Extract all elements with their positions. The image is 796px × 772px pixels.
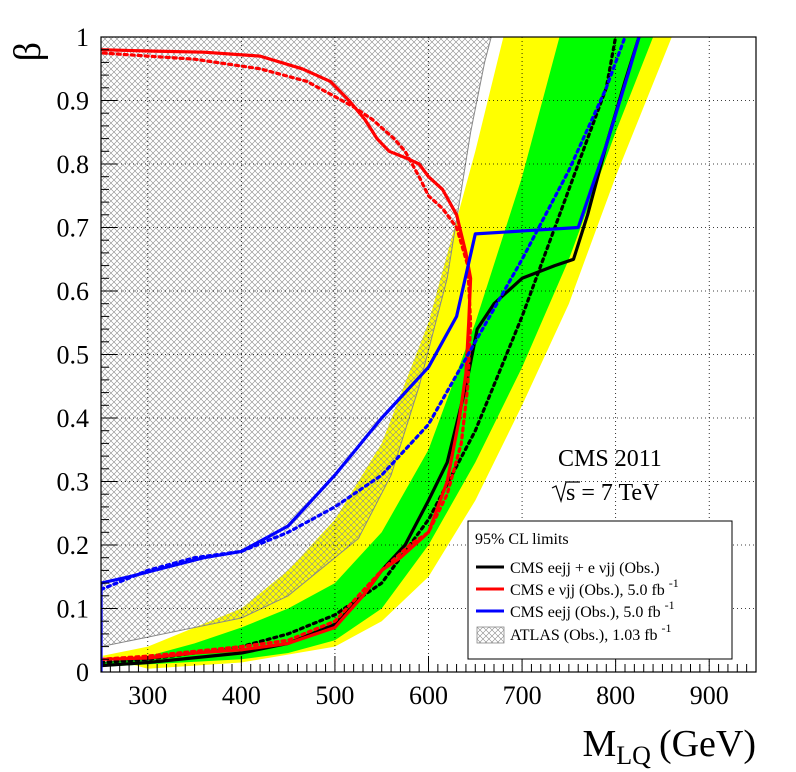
x-axis-title: MLQ (GeV): [582, 723, 756, 770]
legend-header: 95% CL limits: [475, 531, 569, 548]
legend-label-enujj: CMS e νjj (Obs.), 5.0 fb -1: [510, 576, 679, 599]
band-one-sigma: [101, 37, 654, 667]
y-tick-label: 0.1: [57, 595, 90, 624]
series-line-3: [101, 51, 473, 661]
legend-label-enujj-sup: -1: [669, 576, 679, 590]
legend-label-enujj-text: CMS e νjj (Obs.), 5.0 fb: [510, 582, 665, 599]
energy-label-value: = 7 TeV: [575, 480, 660, 506]
atlas-boundary-line: [101, 37, 492, 648]
y-tick-label: 0.2: [57, 531, 90, 560]
x-tick-label: 900: [690, 681, 729, 710]
expected-bands: [101, 37, 672, 669]
legend-box: [467, 520, 733, 660]
series-line-4: [101, 37, 641, 672]
legend-label-atlas: ATLAS (Obs.), 1.03 fb -1: [510, 621, 672, 644]
y-tick-label: 0.9: [57, 87, 90, 116]
legend: 95% CL limits CMS eejj + e νjj (Obs.) CM…: [467, 520, 733, 660]
x-axis-title-unit: (GeV): [659, 723, 756, 765]
limit-curves: [101, 37, 641, 672]
y-tick-label: 0: [76, 658, 89, 687]
legend-label-atlas-text: ATLAS (Obs.), 1.03 fb: [510, 627, 658, 644]
series-line-2: [101, 48, 473, 661]
y-tick-label: 1: [76, 23, 89, 52]
sqrt-symbol: [551, 481, 580, 504]
legend-label-eejj-text: CMS eejj (Obs.), 5.0 fb: [510, 604, 661, 621]
legend-label-eejj: CMS eejj (Obs.), 5.0 fb -1: [510, 598, 675, 621]
legend-label-combined: CMS eejj + e νjj (Obs.): [510, 560, 660, 577]
y-tick-label: 0.8: [57, 150, 90, 179]
energy-label: s = 7 TeV: [551, 480, 660, 506]
y-axis-title: β: [7, 42, 49, 61]
x-tick-label: 800: [596, 681, 635, 710]
axis-ticks: 300 400 500 600 700 800 900 0 0.1 0.2 0.3 0.4 0.5 0.6…: [57, 23, 757, 710]
x-tick-label: 300: [128, 681, 167, 710]
y-tick-label: 0.6: [57, 277, 90, 306]
y-tick-label: 0.4: [57, 404, 90, 433]
x-axis-title-main: M: [582, 723, 616, 765]
x-tick-label: 700: [503, 681, 542, 710]
cms-label: CMS 2011: [558, 446, 662, 472]
atlas-hatch-fill: [101, 37, 492, 647]
legend-swatch-atlas: [476, 626, 505, 644]
y-tick-label: 0.5: [57, 341, 90, 370]
legend-label-eejj-sup: -1: [665, 598, 675, 612]
series-line-5: [101, 37, 627, 592]
x-tick-label: 600: [409, 681, 448, 710]
y-tick-label: 0.7: [57, 214, 90, 243]
legend-label-atlas-sup: -1: [662, 621, 672, 635]
energy-label-s: s: [566, 480, 575, 506]
x-tick-label: 400: [222, 681, 261, 710]
x-axis-title-sub: LQ: [616, 741, 651, 770]
atlas-exclusion-region: [101, 37, 492, 648]
x-tick-label: 500: [315, 681, 354, 710]
energy-label-text: s = 7 TeV: [566, 480, 660, 506]
y-tick-label: 0.3: [57, 468, 90, 497]
